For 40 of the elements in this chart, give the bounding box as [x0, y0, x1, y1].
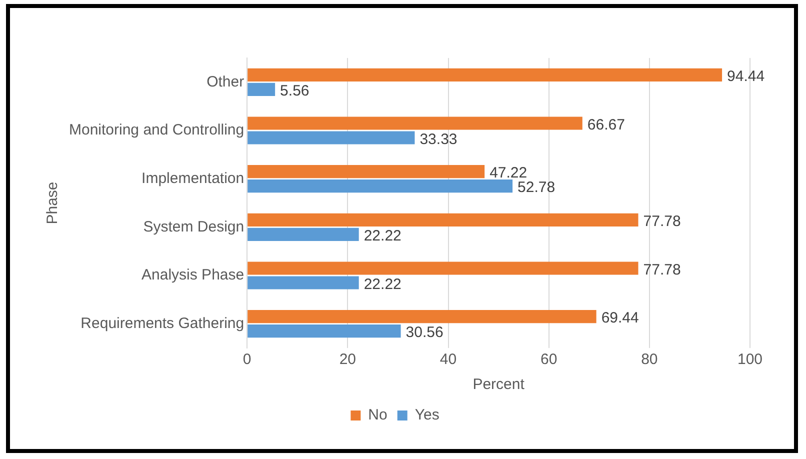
y-tick-label: Analysis Phase [142, 266, 244, 284]
legend-label: No [368, 406, 388, 424]
x-tick-label: 60 [540, 351, 558, 368]
bar [248, 165, 485, 178]
data-label: 77.78 [643, 261, 681, 278]
bar [248, 131, 415, 144]
y-tick-label: Implementation [142, 170, 244, 187]
x-tick-label: 80 [641, 351, 658, 368]
data-label: 69.44 [601, 310, 639, 327]
data-label: 5.56 [280, 82, 310, 100]
data-label: 52.78 [518, 179, 556, 196]
data-label: 30.56 [406, 324, 444, 342]
legend-label: Yes [414, 406, 440, 424]
bar [248, 116, 582, 130]
bar [248, 68, 722, 82]
bar [248, 213, 638, 226]
y-axis-title: Phase [44, 182, 62, 224]
bar [248, 228, 359, 241]
y-tick-label: Requirements Gathering [80, 314, 244, 332]
bar [248, 262, 638, 275]
x-tick-label: 100 [737, 351, 763, 368]
data-label: 47.22 [490, 164, 528, 182]
bar [248, 324, 401, 338]
data-label: 66.67 [587, 116, 625, 134]
x-tick-label: 20 [339, 351, 356, 368]
x-tick-label: 0 [242, 351, 252, 368]
bar [248, 310, 596, 324]
x-axis-title: Percent [472, 376, 526, 394]
x-tick-label: 40 [440, 351, 457, 368]
bar [248, 180, 513, 193]
y-tick-label: Monitoring and Controlling [68, 122, 244, 139]
bar [248, 276, 359, 290]
data-label: 94.44 [727, 68, 765, 86]
y-tick-label: Other [206, 73, 244, 90]
bar [248, 82, 276, 96]
data-label: 22.22 [364, 228, 402, 245]
data-label: 22.22 [364, 276, 402, 293]
data-label: 33.33 [420, 130, 458, 148]
y-tick-label: System Design [143, 218, 244, 236]
data-label: 77.78 [643, 213, 681, 230]
